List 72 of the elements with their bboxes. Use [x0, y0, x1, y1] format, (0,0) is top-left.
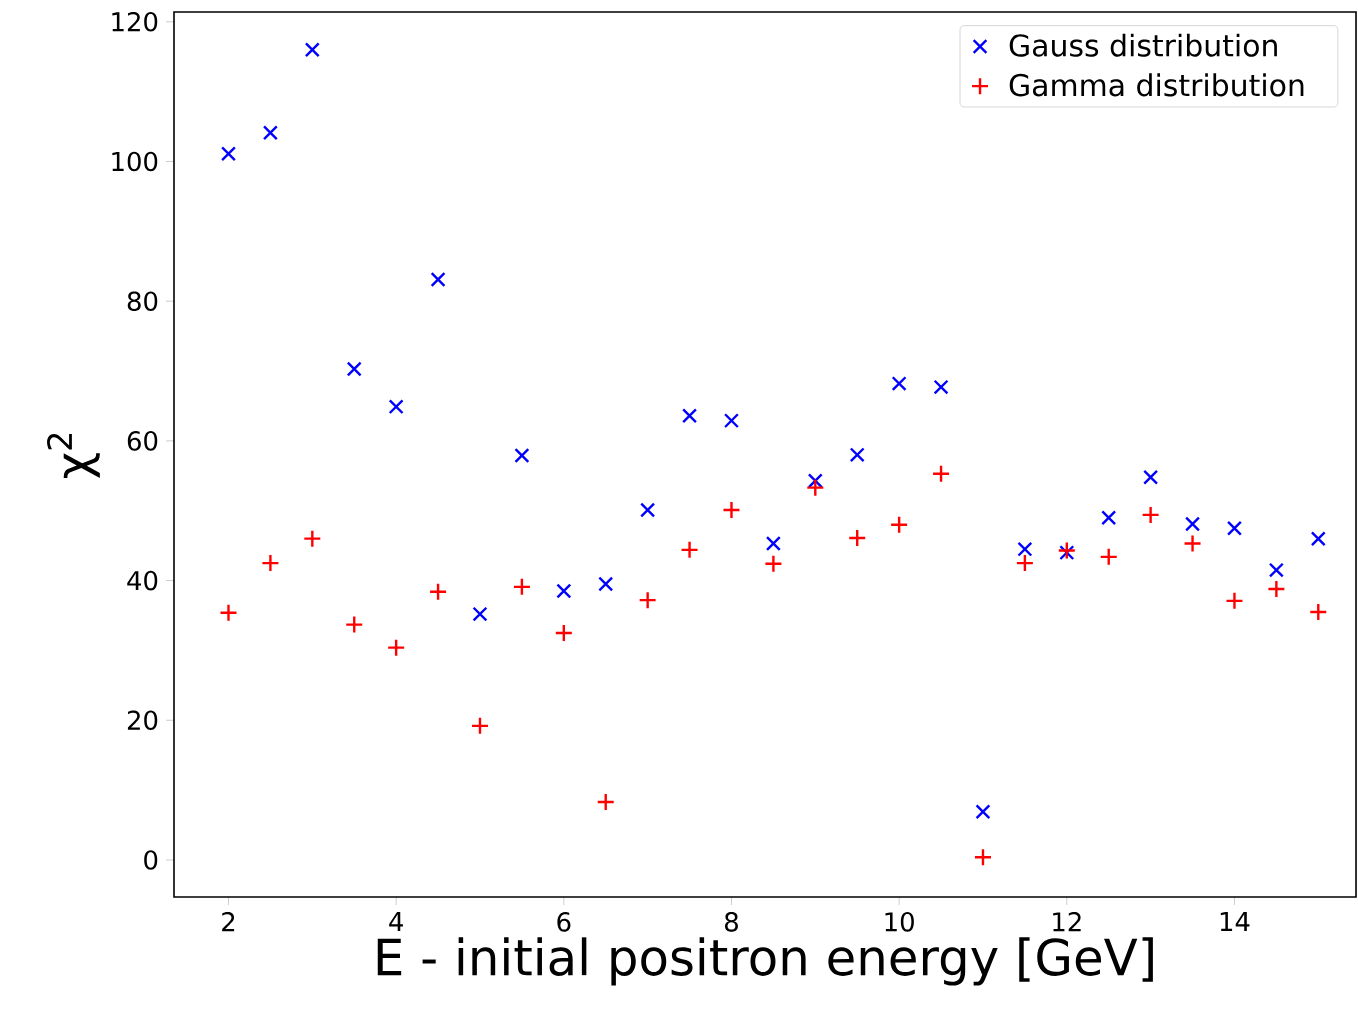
x-tick-label: 10	[885, 912, 914, 932]
point	[1143, 469, 1159, 485]
point	[848, 528, 867, 548]
x-tick-label: 4	[389, 912, 403, 931]
point	[889, 515, 909, 534]
y-tick-label: 20	[127, 710, 158, 731]
point	[512, 577, 532, 597]
point	[1225, 591, 1244, 611]
point	[722, 500, 741, 520]
x-axis-title: E - initial positron energy [GeV]	[377, 937, 1153, 986]
x-tick-label: 14	[1220, 912, 1250, 931]
point	[554, 623, 574, 643]
legend-label: Gauss distribution	[1009, 33, 1277, 57]
point	[1017, 541, 1033, 557]
point	[386, 638, 406, 657]
point	[514, 447, 530, 464]
point	[345, 615, 364, 634]
point	[428, 582, 448, 601]
point	[1268, 562, 1284, 578]
x-tick-label: 2	[222, 912, 235, 932]
point	[807, 473, 823, 489]
x-tick-label: 12	[1053, 912, 1081, 932]
point	[1309, 602, 1328, 622]
point	[262, 125, 278, 141]
point	[219, 603, 238, 622]
point	[388, 399, 404, 415]
point	[470, 716, 490, 736]
point	[975, 804, 991, 820]
point	[1015, 553, 1035, 573]
y-axis-title: χ$^{2}$	[47, 433, 100, 479]
point	[596, 792, 615, 812]
point	[891, 376, 907, 392]
point	[430, 271, 446, 288]
point	[1059, 545, 1075, 561]
point	[723, 413, 740, 429]
point	[806, 478, 825, 497]
point	[1310, 531, 1326, 547]
point	[638, 590, 657, 610]
y-tick-label: 40	[127, 570, 158, 591]
y-tick-label: 80	[127, 291, 158, 311]
point	[680, 540, 699, 560]
point	[261, 553, 280, 573]
legend-label: Gamma distribution	[1009, 73, 1304, 97]
point	[765, 535, 781, 552]
point	[1184, 516, 1201, 532]
y-tick-label: 100	[112, 151, 158, 172]
point	[1099, 547, 1118, 567]
point	[682, 408, 698, 424]
y-tick-label: 120	[112, 11, 158, 32]
point	[472, 606, 488, 622]
point	[346, 361, 362, 377]
point	[973, 847, 993, 867]
point	[598, 576, 614, 592]
x-tick-label: 8	[724, 912, 738, 932]
point	[304, 42, 320, 58]
point	[1141, 505, 1160, 525]
point	[933, 379, 949, 395]
point	[849, 447, 865, 463]
y-tick-label: 60	[127, 431, 158, 451]
x-tick-label: 6	[557, 912, 571, 932]
point	[220, 146, 237, 162]
point	[1183, 534, 1202, 553]
y-tick-label: 0	[144, 850, 158, 870]
point	[1226, 520, 1243, 536]
point	[556, 583, 572, 599]
point	[1057, 541, 1076, 560]
point	[931, 464, 951, 483]
point	[1101, 510, 1117, 526]
point	[764, 554, 783, 574]
point	[640, 502, 656, 518]
point	[303, 529, 322, 548]
point	[1267, 579, 1286, 599]
